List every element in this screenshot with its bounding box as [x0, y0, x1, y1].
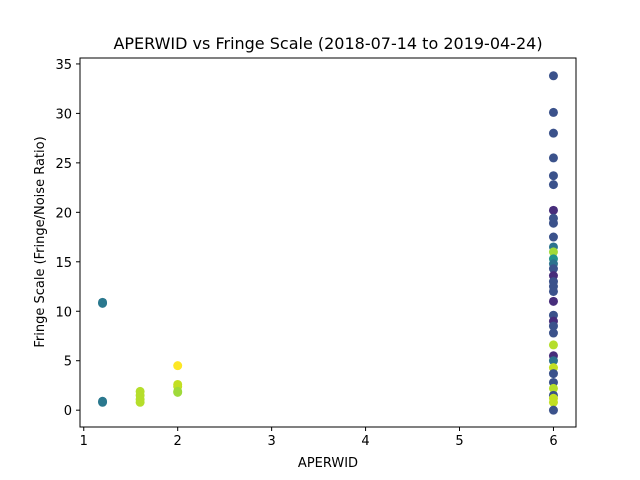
data-point — [98, 298, 108, 308]
data-point — [548, 171, 558, 181]
data-point — [548, 205, 558, 215]
y-tick-label: 5 — [64, 355, 72, 370]
y-tick-label: 30 — [55, 107, 72, 122]
data-point — [173, 361, 183, 371]
data-point — [548, 383, 558, 393]
data-point — [173, 387, 183, 397]
y-axis-label: Fringe Scale (Fringe/Noise Ratio) — [33, 136, 48, 347]
plot-area: 1 2 3 4 5 6 0 5 10 15 20 25 30 35 — [55, 57, 577, 449]
data-point — [548, 180, 558, 190]
y-tick-label: 15 — [55, 256, 72, 271]
x-tick-label: 4 — [361, 434, 369, 449]
y-axis-ticks: 0 5 10 15 20 25 30 35 — [55, 58, 80, 419]
plot-background — [80, 58, 576, 427]
x-tick-label: 3 — [267, 434, 275, 449]
data-point — [548, 232, 558, 242]
data-point — [548, 321, 558, 331]
data-point — [98, 397, 108, 407]
data-point — [548, 369, 558, 379]
y-tick-label: 20 — [55, 206, 72, 221]
y-tick-label: 35 — [55, 58, 72, 73]
y-tick-label: 0 — [64, 404, 72, 419]
axes-frame — [79, 57, 577, 428]
data-points — [98, 71, 558, 415]
data-point — [548, 328, 558, 338]
chart-title: APERWID vs Fringe Scale (2018-07-14 to 2… — [113, 34, 542, 53]
x-tick-label: 2 — [174, 434, 182, 449]
data-point — [548, 286, 558, 296]
data-point — [548, 71, 558, 81]
data-point — [548, 128, 558, 138]
data-point — [548, 107, 558, 117]
data-point — [548, 296, 558, 306]
x-tick-label: 1 — [80, 434, 88, 449]
x-axis-label: APERWID — [298, 456, 358, 471]
data-point — [548, 218, 558, 228]
y-tick-label: 25 — [55, 157, 72, 172]
x-tick-label: 6 — [549, 434, 557, 449]
x-tick-label: 5 — [455, 434, 463, 449]
data-point — [548, 340, 558, 350]
data-point — [548, 405, 558, 415]
data-point — [548, 264, 558, 274]
data-point — [135, 397, 145, 407]
x-axis-ticks: 1 2 3 4 5 6 — [80, 427, 558, 449]
data-point — [548, 397, 558, 407]
data-point — [548, 247, 558, 257]
data-point — [548, 153, 558, 163]
data-point — [548, 356, 558, 366]
y-tick-label: 10 — [55, 305, 72, 320]
